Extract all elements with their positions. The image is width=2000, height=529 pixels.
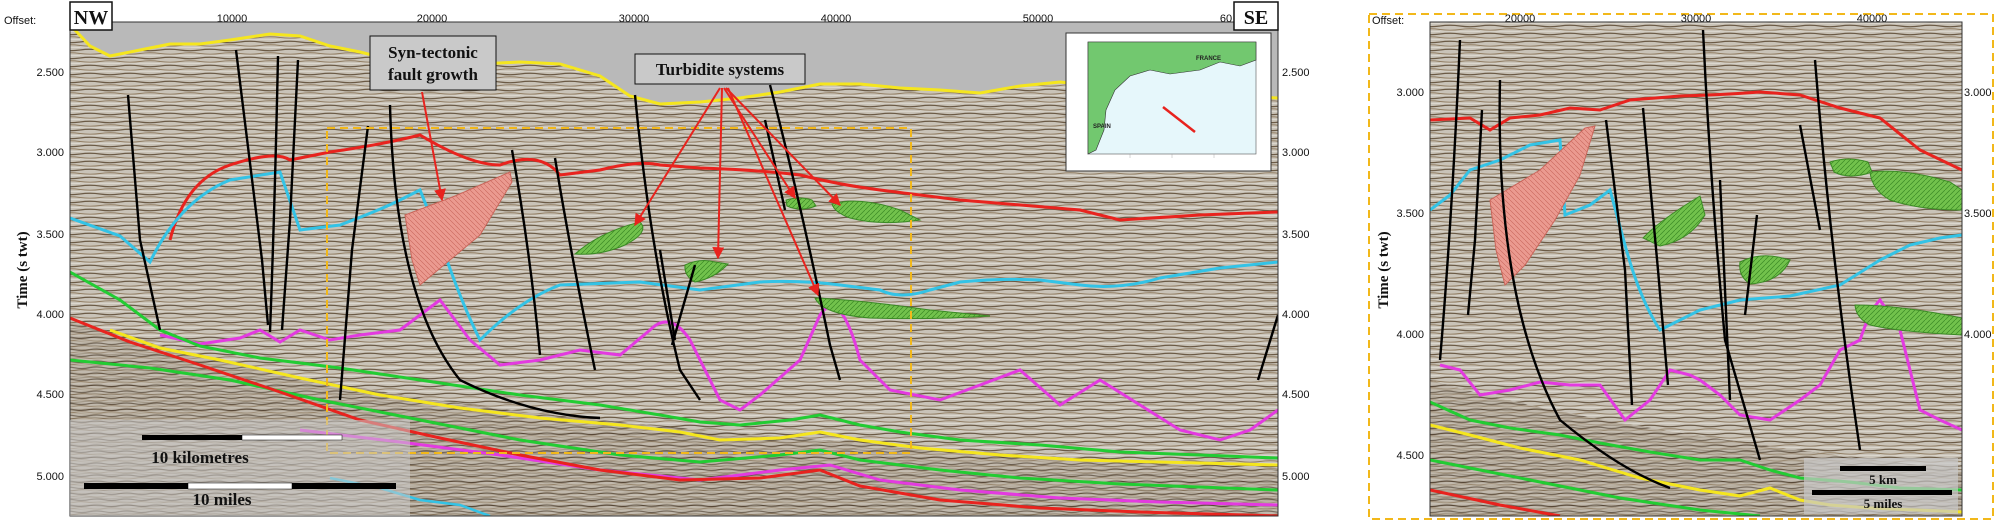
right-cyan-horizon — [1430, 138, 1962, 332]
yellow-horizon-deep — [109, 328, 1278, 467]
right-scale-bar-group: 5 km 5 miles — [1804, 458, 1958, 514]
fault-annotation-line2: fault growth — [388, 65, 478, 84]
right-y-tick-r-4000: 4.000 — [1964, 329, 1992, 341]
offset-label: Offset: — [4, 15, 36, 27]
left-frame — [69, 21, 1279, 517]
scale-km-white — [241, 434, 343, 441]
red-horizon-deep — [70, 316, 1278, 516]
fault-annotation-line1: Syn-tectonic — [388, 43, 478, 62]
fault-annotation-box — [369, 35, 497, 91]
y-tick-right-4000: 4.000 — [1282, 309, 1310, 321]
y-tick-right-3000: 3.000 — [1282, 147, 1310, 159]
zoomed-seismic-section: Offset: 20000 30000 40000 — [1368, 13, 1994, 520]
turbidite-annotation-label: Turbidite systems — [656, 60, 785, 79]
map-label-france: FRANCE — [1196, 56, 1221, 62]
magenta-horizon — [159, 297, 1278, 442]
seabed-horizon — [70, 26, 1278, 106]
map-label-spain: SPAIN — [1093, 124, 1111, 130]
scale-bar-group: 10 kilometres 10 miles — [70, 420, 410, 516]
right-magenta-horizon — [1439, 297, 1962, 432]
magenta-horizon-deep — [299, 428, 1278, 507]
fault-arrow — [421, 91, 446, 202]
y-axis-label: Time (s twt) — [15, 231, 31, 308]
right-red-horizon-deep — [1430, 488, 1561, 516]
red-horizon — [168, 133, 1278, 241]
scale-km-label: 10 kilometres — [151, 448, 249, 467]
nw-label: NW — [74, 7, 108, 29]
right-offset-label: Offset: — [1372, 15, 1404, 27]
scale-mi-white — [187, 482, 293, 490]
right-y-tick-4500: 4.500 — [1396, 450, 1424, 462]
right-y-tick-labels-right: 3.000 3.500 4.000 — [1964, 87, 1992, 341]
right-scale-km-bar — [1840, 466, 1926, 471]
scale-mi-black-2 — [292, 483, 396, 489]
y-tick-right-5000: 5.000 — [1282, 471, 1310, 483]
growth-wedge — [404, 171, 513, 286]
y-tick-right-2500: 2.500 — [1282, 67, 1310, 79]
green-horizon-upper — [70, 270, 1278, 460]
right-y-axis-label: Time (s twt) — [1376, 231, 1392, 308]
right-scale-mi-label: 5 miles — [1864, 496, 1903, 511]
right-y-tick-labels-left: 3.000 3.500 4.000 4.500 — [1396, 87, 1424, 462]
turbidite-annotation-box — [634, 53, 806, 85]
y-tick-labels-right: 2.500 3.000 3.500 4.000 4.500 5.000 — [1282, 67, 1310, 483]
zoom-region-box — [326, 127, 912, 454]
turbidite-arrows — [634, 87, 841, 297]
scale-km-black — [142, 435, 242, 440]
right-scale-km-label: 5 km — [1869, 472, 1897, 487]
right-growth-wedge — [1489, 125, 1596, 286]
scale-mi-label: 10 miles — [192, 490, 251, 509]
se-box — [1233, 1, 1279, 31]
y-tick-labels-left: 2.500 3.000 3.500 4.000 4.500 5.000 — [36, 67, 64, 483]
y-tick-right-4500: 4.500 — [1282, 389, 1310, 401]
cyan-horizon — [70, 170, 1278, 343]
scale-mi-black — [84, 483, 188, 489]
right-y-tick-r-3500: 3.500 — [1964, 208, 1992, 220]
y-tick-4500: 4.500 — [36, 389, 64, 401]
right-green-horizon-lower — [1430, 458, 1761, 516]
right-y-tick-r-3000: 3.000 — [1964, 87, 1992, 99]
y-tick-3500: 3.500 — [36, 229, 64, 241]
right-y-tick-4000: 4.000 — [1396, 329, 1424, 341]
zoom-frame — [1368, 13, 1994, 520]
right-frame — [1429, 21, 1963, 517]
right-scale-mi-bar — [1812, 490, 1952, 495]
se-label: SE — [1244, 7, 1268, 29]
right-turbidite-bodies — [1642, 158, 1962, 336]
right-y-tick-3000: 3.000 — [1396, 87, 1424, 99]
nw-box — [69, 1, 113, 31]
y-tick-right-3500: 3.500 — [1282, 229, 1310, 241]
right-faults — [1438, 29, 1862, 490]
y-tick-5000: 5.000 — [36, 471, 64, 483]
right-y-tick-3500: 3.500 — [1396, 208, 1424, 220]
y-tick-3000: 3.000 — [36, 147, 64, 159]
map-profile-line — [1162, 106, 1196, 133]
faults — [126, 49, 1278, 420]
inset-map: FRANCE SPAIN — [1065, 32, 1272, 172]
y-tick-4000: 4.000 — [36, 309, 64, 321]
main-seismic-section: Offset: 10000 20000 30000 40000 50000 60 — [4, 1, 1310, 517]
y-tick-2500: 2.500 — [36, 67, 64, 79]
